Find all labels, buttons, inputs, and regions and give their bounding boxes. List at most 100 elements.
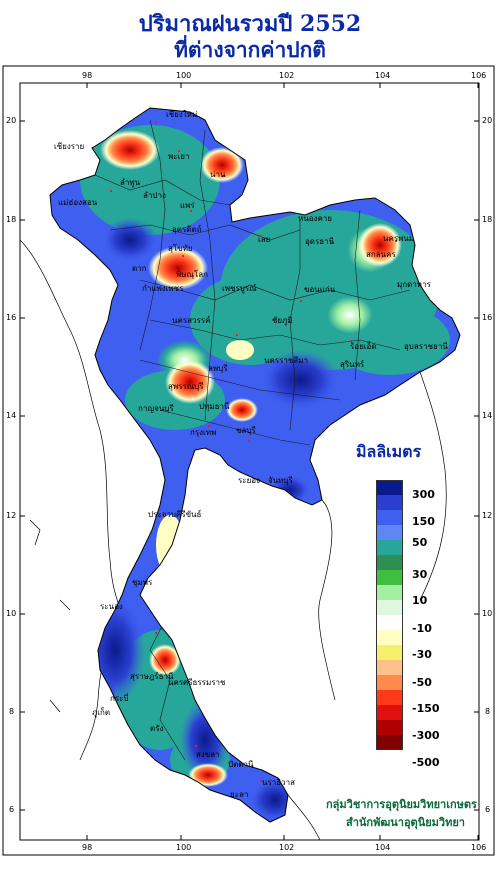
place-label: สกลนคร bbox=[366, 250, 396, 259]
place-label: ชุมพร bbox=[132, 578, 153, 587]
legend-label: -50 bbox=[412, 676, 432, 689]
legend-label: 50 bbox=[412, 536, 428, 549]
y-tick-right: 16 bbox=[482, 313, 493, 322]
place-label: นครราชสีมา bbox=[264, 356, 308, 365]
place-label: นครสวรรค์ bbox=[172, 316, 211, 325]
y-tick-left: 14 bbox=[6, 411, 17, 420]
place-label: พะเยา bbox=[168, 152, 190, 161]
y-tick-right: 10 bbox=[482, 609, 493, 618]
legend-swatch bbox=[376, 720, 403, 735]
place-label: อุดรธานี bbox=[305, 237, 335, 246]
y-tick-left: 6 bbox=[9, 805, 15, 814]
place-label: ยะลา bbox=[230, 790, 249, 799]
place-label: สุโขทัย bbox=[168, 244, 193, 253]
credit-line2: สำนักพัฒนาอุตุนิยมวิทยา bbox=[346, 816, 465, 829]
place-label: อุตรดิตถ์ bbox=[172, 225, 202, 234]
legend-swatch bbox=[376, 675, 403, 690]
place-label: ระนอง bbox=[100, 602, 123, 611]
place-label: กรุงเทพ bbox=[190, 428, 217, 437]
x-tick-bottom: 104 bbox=[375, 843, 391, 852]
legend-title: มิลลิเมตร bbox=[356, 442, 422, 461]
place-label: เพชรบูรณ์ bbox=[222, 284, 257, 293]
map-title-line1: ปริมาณฝนรวมปี 2552 bbox=[138, 11, 362, 37]
legend-swatch bbox=[376, 735, 403, 750]
place-label: กำแพงเพชร bbox=[142, 284, 184, 293]
place-label: เชียงราย bbox=[54, 142, 85, 151]
y-tick-right: 18 bbox=[482, 215, 493, 224]
x-tick-bottom: 98 bbox=[82, 843, 93, 852]
x-tick-top: 106 bbox=[471, 71, 487, 80]
y-tick-left: 8 bbox=[9, 707, 15, 716]
legend-swatch bbox=[376, 570, 403, 585]
y-tick-right: 6 bbox=[485, 805, 491, 814]
legend-label: -500 bbox=[412, 756, 440, 769]
place-label: น่าน bbox=[210, 170, 226, 179]
legend-label: -300 bbox=[412, 729, 440, 742]
place-label: อุบลราชธานี bbox=[404, 342, 448, 351]
legend-swatch bbox=[376, 495, 403, 510]
legend-label: -30 bbox=[412, 648, 432, 661]
legend-label: 150 bbox=[412, 515, 435, 528]
legend-label: 10 bbox=[412, 594, 428, 607]
place-label: นราธิวาส bbox=[262, 778, 296, 787]
legend-swatch bbox=[376, 705, 403, 720]
place-label: จันทบุรี bbox=[268, 476, 293, 485]
y-tick-left: 16 bbox=[6, 313, 17, 322]
x-tick-bottom: 102 bbox=[279, 843, 295, 852]
y-tick-right: 14 bbox=[482, 411, 493, 420]
place-label: หนองคาย bbox=[298, 214, 332, 223]
legend-swatch bbox=[376, 510, 403, 525]
x-tick-top: 100 bbox=[176, 71, 192, 80]
y-tick-right: 20 bbox=[482, 116, 493, 125]
place-label: สงขลา bbox=[196, 750, 220, 759]
legend-label: 30 bbox=[412, 568, 428, 581]
legend-swatch bbox=[376, 600, 403, 615]
place-label: สุพรรณบุรี bbox=[168, 382, 204, 391]
place-label: นครศรีธรรมราช bbox=[168, 678, 226, 687]
x-tick-bottom: 106 bbox=[471, 843, 487, 852]
place-label: ชลบุรี bbox=[236, 426, 256, 435]
place-label: ระยอง bbox=[238, 476, 260, 485]
place-label: กระบี่ bbox=[110, 694, 129, 703]
place-label: ลพบุรี bbox=[208, 364, 228, 373]
legend-label: -150 bbox=[412, 702, 440, 715]
y-tick-left: 10 bbox=[6, 609, 17, 618]
place-label: เชียงใหม่ bbox=[166, 110, 198, 119]
legend-colorbar bbox=[376, 480, 403, 750]
place-label: แม่ฮ่องสอน bbox=[58, 198, 98, 207]
x-tick-top: 102 bbox=[279, 71, 295, 80]
place-label: ลำพูน bbox=[120, 178, 141, 187]
place-label: ประจวบคีรีขันธ์ bbox=[148, 510, 202, 519]
legend-swatch bbox=[376, 660, 403, 675]
y-tick-right: 8 bbox=[485, 707, 491, 716]
station-markers bbox=[110, 122, 397, 782]
legend-swatch bbox=[376, 615, 403, 630]
legend-swatch bbox=[376, 525, 403, 540]
legend-label: 300 bbox=[412, 488, 435, 501]
place-label: ปทุมธานี bbox=[199, 402, 230, 411]
place-label: เลย bbox=[258, 235, 271, 244]
frame-ticks bbox=[20, 83, 479, 840]
legend-label: -10 bbox=[412, 622, 432, 635]
coastline-lines bbox=[19, 239, 447, 841]
legend-swatch bbox=[376, 585, 403, 600]
y-tick-right: 12 bbox=[482, 511, 493, 520]
x-tick-top: 98 bbox=[82, 71, 93, 80]
place-label: ตาก bbox=[132, 264, 147, 273]
y-tick-left: 18 bbox=[6, 215, 17, 224]
legend-swatch bbox=[376, 480, 403, 495]
place-label: มุกดาหาร bbox=[397, 280, 431, 289]
x-tick-bottom: 100 bbox=[176, 843, 192, 852]
legend-swatch bbox=[376, 690, 403, 705]
credit-line1: กลุ่มวิชาการอุตุนิยมวิทยาเกษตร bbox=[326, 798, 477, 811]
y-tick-left: 12 bbox=[6, 511, 17, 520]
place-label: แพร่ bbox=[180, 201, 195, 210]
legend-swatch bbox=[376, 540, 403, 555]
place-label: ชัยภูมิ bbox=[272, 316, 293, 325]
legend-swatch bbox=[376, 645, 403, 660]
place-label: กาญจนบุรี bbox=[138, 404, 174, 413]
legend-swatch bbox=[376, 630, 403, 645]
place-label: ภูเก็ต bbox=[92, 708, 111, 717]
place-label: ขอนแก่น bbox=[304, 285, 336, 294]
y-tick-left: 20 bbox=[6, 116, 17, 125]
